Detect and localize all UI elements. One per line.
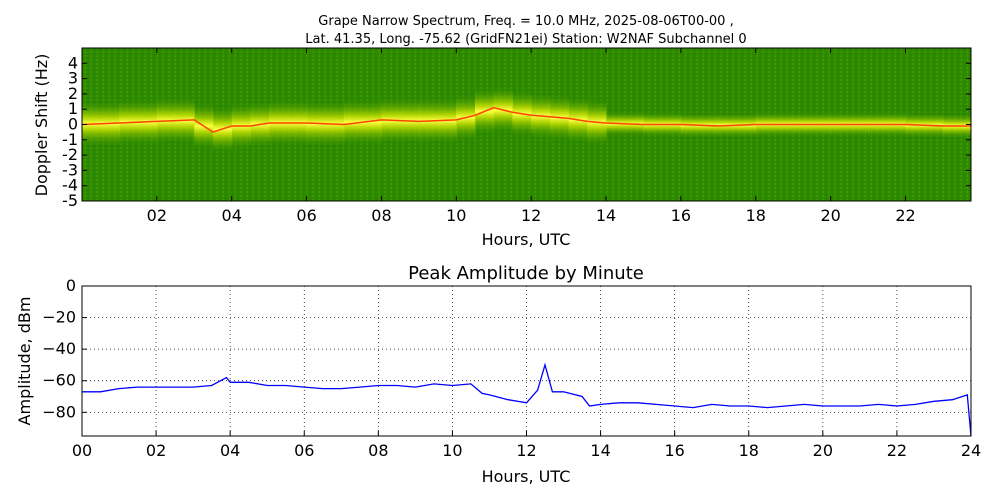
spectrogram-x-tick-label: 08	[371, 206, 391, 225]
spectrum-title-line1: Grape Narrow Spectrum, Freq. = 10.0 MHz,…	[318, 14, 733, 29]
amplitude-x-tick-label: 06	[294, 441, 314, 460]
amplitude-x-tick-label: 10	[442, 441, 462, 460]
spectrogram-x-tick-label: 12	[521, 206, 541, 225]
spectrogram-y-tick-label: 0	[68, 115, 78, 134]
spectrogram-x-tick-label: 16	[671, 206, 691, 225]
amplitude-x-tick-label: 04	[220, 441, 240, 460]
amplitude-series-line	[82, 362, 972, 437]
amplitude-x-tick-label: 08	[368, 441, 388, 460]
spectrogram-x-tick-label: 10	[446, 206, 466, 225]
amplitude-title: Peak Amplitude by Minute	[408, 263, 644, 284]
amplitude-x-tick-label: 18	[739, 441, 759, 460]
amplitude-panel: Peak Amplitude by Minute 00 02 04 06 08 10 12 1…	[15, 263, 981, 486]
spectrogram-x-label: Hours, UTC	[482, 230, 571, 249]
spectrogram-y-tick-label: 2	[68, 84, 78, 103]
spectrogram-y-tick-label: -5	[62, 191, 78, 210]
spectrogram-x-tick-label: 20	[820, 206, 840, 225]
amplitude-grid	[82, 286, 971, 436]
spectrogram-panel: Grape Narrow Spectrum, Freq. = 10.0 MHz,…	[32, 14, 972, 249]
spectrum-title-line2: Lat. 41.35, Long. -75.62 (GridFN21ei) St…	[305, 32, 746, 47]
amplitude-y-tick-label: −20	[42, 308, 76, 327]
amplitude-y-tick-label: −60	[42, 371, 76, 390]
spectrogram-y-tick-label: 3	[68, 69, 78, 88]
amplitude-y-label: Amplitude, dBm	[15, 297, 34, 426]
amplitude-x-tick-label: 00	[72, 441, 92, 460]
spectrogram-x-tick-label: 22	[895, 206, 915, 225]
amplitude-x-tick-label: 02	[146, 441, 166, 460]
amplitude-x-tick-label: 22	[887, 441, 907, 460]
amplitude-y-tick-label: −80	[42, 402, 76, 421]
amplitude-x-tick-label: 24	[961, 441, 981, 460]
amplitude-x-tick-label: 14	[590, 441, 610, 460]
amplitude-frame	[81, 285, 972, 437]
spectrogram-y-tick-label: -1	[62, 130, 78, 149]
amplitude-x-tick-label: 16	[664, 441, 684, 460]
amplitude-x-tick-label: 20	[813, 441, 833, 460]
amplitude-y-ticks: 0 −20 −40 −60 −80	[42, 276, 87, 421]
spectrogram-y-tick-label: -3	[62, 160, 78, 179]
amplitude-x-tick-label: 12	[516, 441, 536, 460]
amplitude-y-tick-label: −40	[42, 339, 76, 358]
amplitude-x-label: Hours, UTC	[482, 467, 571, 486]
spectrogram-y-tick-label: -4	[62, 176, 78, 195]
spectrogram-y-label: Doppler Shift (Hz)	[32, 54, 51, 197]
spectrogram-y-tick-label: 1	[68, 99, 78, 118]
spectrogram-x-tick-label: 06	[296, 206, 316, 225]
amplitude-y-tick-label: 0	[66, 276, 76, 295]
spectrogram-x-tick-label: 18	[746, 206, 766, 225]
doppler-peak-trace	[82, 106, 971, 133]
amplitude-x-ticks: 00 02 04 06 08 10 12 14 16 18 20 22 24	[72, 431, 981, 460]
spectrogram-x-tick-label: 04	[222, 206, 242, 225]
spectrogram-x-tick-label: 02	[147, 206, 167, 225]
spectrogram-y-tick-label: -2	[62, 145, 78, 164]
spectrogram-x-ticks: 02 04 06 08 10 12 14 16 18 20 22	[147, 48, 916, 225]
spectrogram-x-tick-label: 14	[596, 206, 616, 225]
spectrogram-y-tick-label: 4	[68, 53, 78, 72]
